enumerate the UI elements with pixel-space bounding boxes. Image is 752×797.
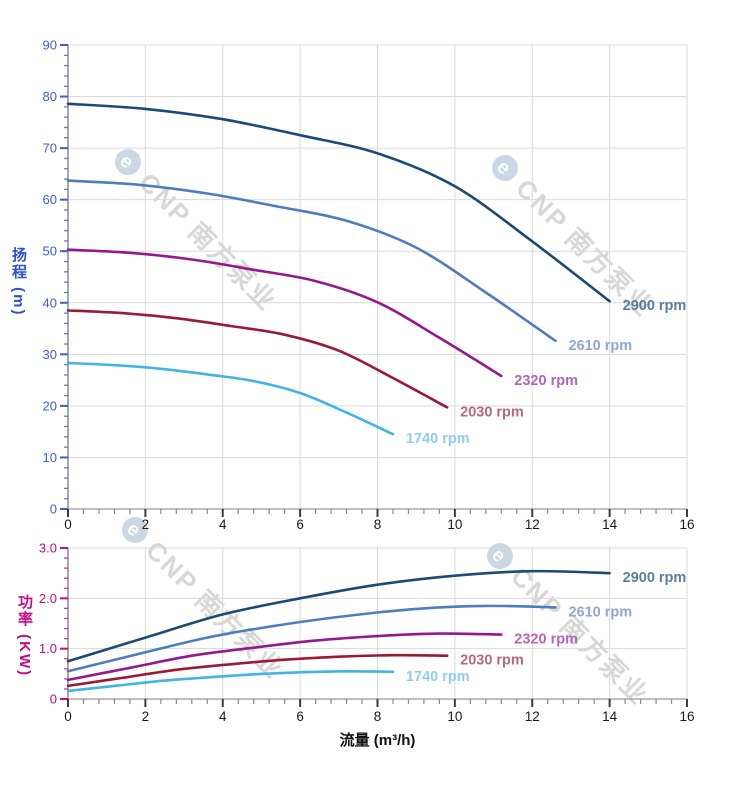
svg-text:3.0: 3.0 <box>39 541 57 556</box>
head-axis-title: 扬程 (m) <box>10 247 27 317</box>
svg-text:0: 0 <box>50 692 57 707</box>
svg-text:70: 70 <box>43 141 57 156</box>
svg-text:16: 16 <box>679 517 694 532</box>
power-curve-2030-rpm <box>66 653 449 688</box>
svg-text:10: 10 <box>447 517 462 532</box>
svg-text:80: 80 <box>43 89 57 104</box>
head-chart: 0 10 20 30 40 50 60 70 80 90 0 2 4 6 8 10 12 14 16 2900 rpm… <box>43 38 695 533</box>
svg-text:14: 14 <box>602 709 618 724</box>
head-x-ticks: 0 2 4 6 8 10 12 14 16 <box>64 509 695 532</box>
power-chart: 0 1.0 2.0 3.0 0 2 4 6 8 10 12 14 16 2900 rpm 2610 rpm 2… <box>39 541 695 725</box>
head-y-ticks: 0 10 20 30 40 50 60 70 80 90 <box>43 38 68 517</box>
svg-text:10: 10 <box>43 450 57 465</box>
svg-text:8: 8 <box>374 709 382 724</box>
head-curve-2320-rpm <box>66 248 503 378</box>
head-curve-2900-rpm <box>66 102 611 303</box>
svg-text:12: 12 <box>525 709 540 724</box>
power-label-2030-rpm: 2030 rpm <box>460 653 524 669</box>
svg-text:1.0: 1.0 <box>39 641 57 656</box>
head-label-2610-rpm: 2610 rpm <box>568 338 632 354</box>
watermark-logo-icon <box>487 543 513 569</box>
power-label-2610-rpm: 2610 rpm <box>568 604 632 620</box>
power-curve-2900-rpm <box>66 569 611 663</box>
power-label-1740-rpm: 1740 rpm <box>406 669 470 685</box>
svg-text:0: 0 <box>64 709 72 724</box>
power-label-2900-rpm: 2900 rpm <box>623 570 687 586</box>
power-curve-2610-rpm <box>66 604 557 673</box>
svg-text:90: 90 <box>43 38 57 53</box>
svg-text:6: 6 <box>296 517 304 532</box>
svg-text:14: 14 <box>602 517 618 532</box>
power-curve-2320-rpm <box>66 632 503 682</box>
svg-text:6: 6 <box>296 709 304 724</box>
watermark-text: CNP 南方泵业 <box>133 167 283 317</box>
power-gridlines <box>68 547 688 699</box>
svg-text:12: 12 <box>525 517 540 532</box>
svg-text:4: 4 <box>219 517 227 532</box>
head-label-1740-rpm: 1740 rpm <box>406 431 470 447</box>
power-curve-1740-rpm <box>66 669 395 693</box>
power-label-2320-rpm: 2320 rpm <box>514 632 578 648</box>
power-axis-title: 功率 (KW) <box>16 594 33 678</box>
svg-text:0: 0 <box>50 502 57 517</box>
svg-text:2: 2 <box>142 517 150 532</box>
watermark-logo-icon <box>492 155 518 181</box>
head-label-2030-rpm: 2030 rpm <box>460 404 524 420</box>
svg-text:30: 30 <box>43 347 57 362</box>
svg-text:16: 16 <box>679 709 694 724</box>
svg-text:8: 8 <box>374 517 382 532</box>
svg-text:2.0: 2.0 <box>39 591 57 606</box>
head-curve-1740-rpm <box>66 361 395 436</box>
head-curve-2610-rpm <box>66 179 557 343</box>
svg-text:0: 0 <box>64 517 72 532</box>
svg-text:2: 2 <box>142 709 150 724</box>
svg-text:20: 20 <box>43 398 57 413</box>
flow-axis-title: 流量 (m³/h) <box>339 732 416 749</box>
svg-text:10: 10 <box>447 709 462 724</box>
svg-text:40: 40 <box>43 295 57 310</box>
svg-text:4: 4 <box>219 709 227 724</box>
power-x-ticks: 0 2 4 6 8 10 12 14 16 <box>64 699 695 724</box>
power-y-ticks: 0 1.0 2.0 3.0 <box>39 541 68 707</box>
watermark-logo-icon <box>115 149 141 175</box>
head-label-2320-rpm: 2320 rpm <box>514 373 578 389</box>
watermark-logo-icon <box>122 517 148 543</box>
svg-text:50: 50 <box>43 244 57 259</box>
svg-text:60: 60 <box>43 192 57 207</box>
head-curve-2030-rpm <box>66 309 449 409</box>
head-label-2900-rpm: 2900 rpm <box>623 298 687 314</box>
